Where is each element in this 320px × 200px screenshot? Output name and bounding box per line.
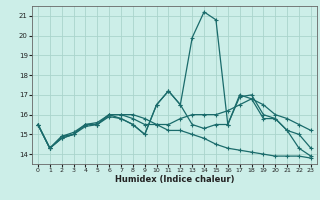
X-axis label: Humidex (Indice chaleur): Humidex (Indice chaleur) <box>115 175 234 184</box>
